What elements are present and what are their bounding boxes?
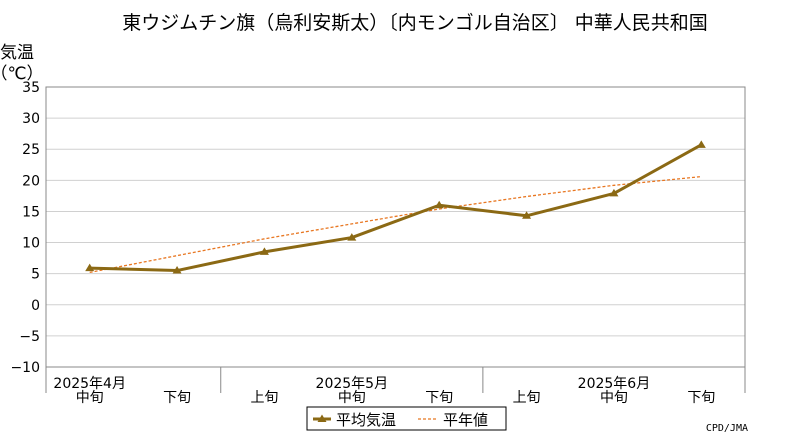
chart-title: 東ウジムチン旗（烏利安斯太）〔内モンゴル自治区〕 中華人民共和国 (122, 12, 708, 34)
legend-box (306, 406, 507, 431)
y-tick-label: 5 (31, 267, 40, 283)
normal-line (89, 175, 702, 274)
average-point (172, 266, 182, 274)
y-tick-label: 10 (22, 236, 40, 252)
x-tick-label: 下旬 (163, 390, 191, 406)
average-point (347, 233, 357, 241)
y-axis-ticks: 35 30 25 20 15 10 5 0 −5 −10 (10, 80, 40, 376)
x-tick-label: 中旬 (338, 390, 366, 406)
x-tick-label: 上旬 (513, 390, 541, 406)
y-tick-label: −5 (19, 329, 40, 345)
x-tick-label: 上旬 (250, 390, 278, 406)
average-point (434, 200, 444, 209)
x-month-label: 2025年5月 (316, 376, 389, 392)
x-axis-ticks: 中旬 下旬 上旬 中旬 下旬 上旬 中旬 下旬 2025年4月 2025年5月 2025年6月 (45, 367, 746, 406)
legend: 平均気温 平年値 (306, 406, 507, 431)
x-tick-label: 下旬 (425, 390, 453, 406)
y-axis-title-line2: （℃） (0, 64, 44, 84)
credit: CPD/JMA (706, 423, 748, 434)
plot-area-frame (45, 86, 746, 368)
x-tick-label: 下旬 (687, 390, 715, 406)
average-point (609, 188, 619, 197)
legend-average-marker (317, 414, 327, 422)
legend-average-label: 平均気温 (336, 411, 396, 429)
average-point (696, 140, 706, 148)
series (85, 140, 706, 274)
y-tick-label: 0 (31, 298, 40, 314)
legend-normal-label: 平年値 (443, 411, 488, 429)
y-tick-label: 30 (22, 111, 40, 127)
x-tick-label: 中旬 (76, 390, 104, 406)
y-tick-label: 15 (22, 204, 40, 220)
y-tick-label: −10 (10, 360, 40, 376)
x-month-label: 2025年6月 (578, 376, 651, 392)
average-point (522, 211, 532, 219)
average-line (89, 143, 703, 273)
y-tick-label: 35 (22, 80, 40, 96)
x-tick-label: 中旬 (600, 390, 628, 406)
y-tick-label: 25 (22, 142, 40, 158)
y-axis-title-line1: 気温 (0, 43, 34, 63)
average-point (85, 263, 95, 272)
average-point (259, 247, 269, 255)
y-tick-label: 20 (22, 173, 40, 189)
x-month-label: 2025年4月 (53, 376, 126, 392)
grid (46, 86, 745, 368)
